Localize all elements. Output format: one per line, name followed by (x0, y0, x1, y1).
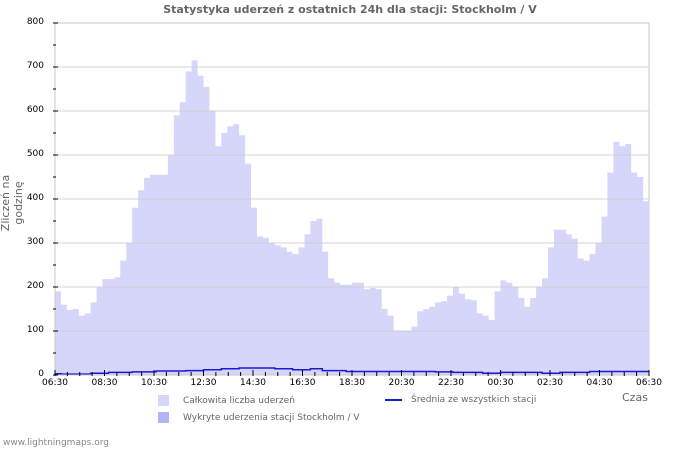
legend-swatch-total (158, 395, 169, 406)
legend-label-total: Całkowita liczba uderzeń (183, 395, 295, 406)
legend-label-average: Średnia ze wszystkich stacji (411, 395, 537, 405)
x-tick-label: 16:30 (289, 378, 316, 388)
legend-swatch-average (385, 399, 402, 401)
y-tick-label: 500 (26, 149, 44, 159)
y-tick-label: 800 (26, 17, 44, 27)
x-tick-label: 20:30 (388, 378, 415, 388)
x-tick-label: 22:30 (438, 378, 464, 388)
legend-average: Średnia ze wszystkich stacji (385, 395, 536, 405)
x-tick-label: 00:30 (487, 378, 514, 388)
x-tick-label: 04:30 (586, 378, 613, 388)
average-line (55, 367, 649, 375)
x-tick-label: 06:30 (636, 378, 662, 388)
y-tick-label: 0 (38, 369, 44, 379)
y-tick-label: 200 (26, 281, 44, 291)
x-tick-label: 14:30 (240, 378, 266, 388)
legend-label-station: Wykryte uderzenia stacji Stockholm / V (183, 412, 360, 423)
x-tick-label: 02:30 (537, 378, 563, 388)
x-tick-label: 18:30 (339, 378, 365, 388)
y-tick-label: 600 (26, 105, 44, 115)
legend-total-strikes: Całkowita liczba uderzeń (158, 395, 295, 406)
x-tick-label: 08:30 (91, 378, 118, 388)
y-tick-label: 300 (26, 237, 44, 247)
x-tick-label: 06:30 (42, 378, 68, 388)
legend-swatch-station (158, 412, 169, 423)
x-tick-label: 10:30 (141, 378, 167, 388)
y-tick-label: 700 (26, 61, 44, 71)
footer-source: www.lightningmaps.org (3, 438, 109, 448)
chart-title: Statystyka uderzeń z ostatnich 24h dla s… (163, 3, 537, 16)
legend-station-strikes: Wykryte uderzenia stacji Stockholm / V (158, 412, 360, 423)
y-tick-label: 400 (26, 193, 44, 203)
x-axis-label: Czas (622, 391, 648, 404)
x-tick-label: 12:30 (190, 378, 217, 388)
y-tick-label: 100 (26, 325, 44, 335)
total-strikes-area (55, 60, 649, 376)
